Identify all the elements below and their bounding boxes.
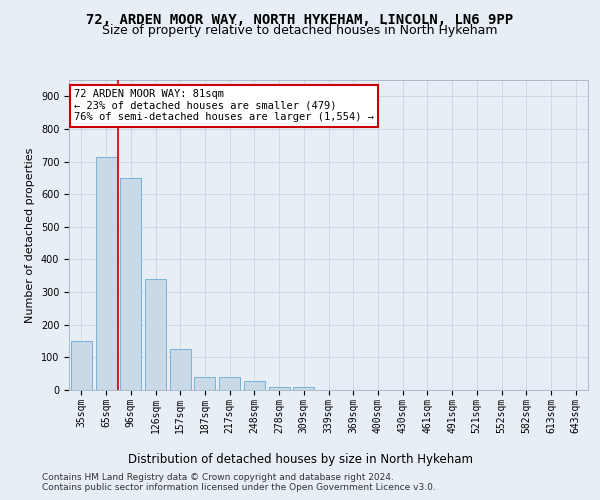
Text: Size of property relative to detached houses in North Hykeham: Size of property relative to detached ho… (102, 24, 498, 37)
Text: Distribution of detached houses by size in North Hykeham: Distribution of detached houses by size … (128, 452, 473, 466)
Bar (120, 178, 141, 390)
Y-axis label: Number of detached properties: Number of detached properties (25, 148, 35, 322)
Text: Contains HM Land Registry data © Crown copyright and database right 2024.
Contai: Contains HM Land Registry data © Crown c… (42, 472, 436, 492)
Text: 72, ARDEN MOOR WAY, NORTH HYKEHAM, LINCOLN, LN6 9PP: 72, ARDEN MOOR WAY, NORTH HYKEHAM, LINCO… (86, 12, 514, 26)
Bar (244, 381, 265, 390)
Bar (95, 156, 116, 390)
Bar (219, 377, 240, 390)
Bar (194, 377, 215, 390)
Bar (269, 386, 290, 390)
Bar (71, 341, 92, 390)
Text: 72 ARDEN MOOR WAY: 81sqm
← 23% of detached houses are smaller (479)
76% of semi-: 72 ARDEN MOOR WAY: 81sqm ← 23% of detach… (74, 90, 374, 122)
Bar (170, 349, 191, 390)
Bar (293, 388, 314, 390)
Bar (145, 279, 166, 390)
